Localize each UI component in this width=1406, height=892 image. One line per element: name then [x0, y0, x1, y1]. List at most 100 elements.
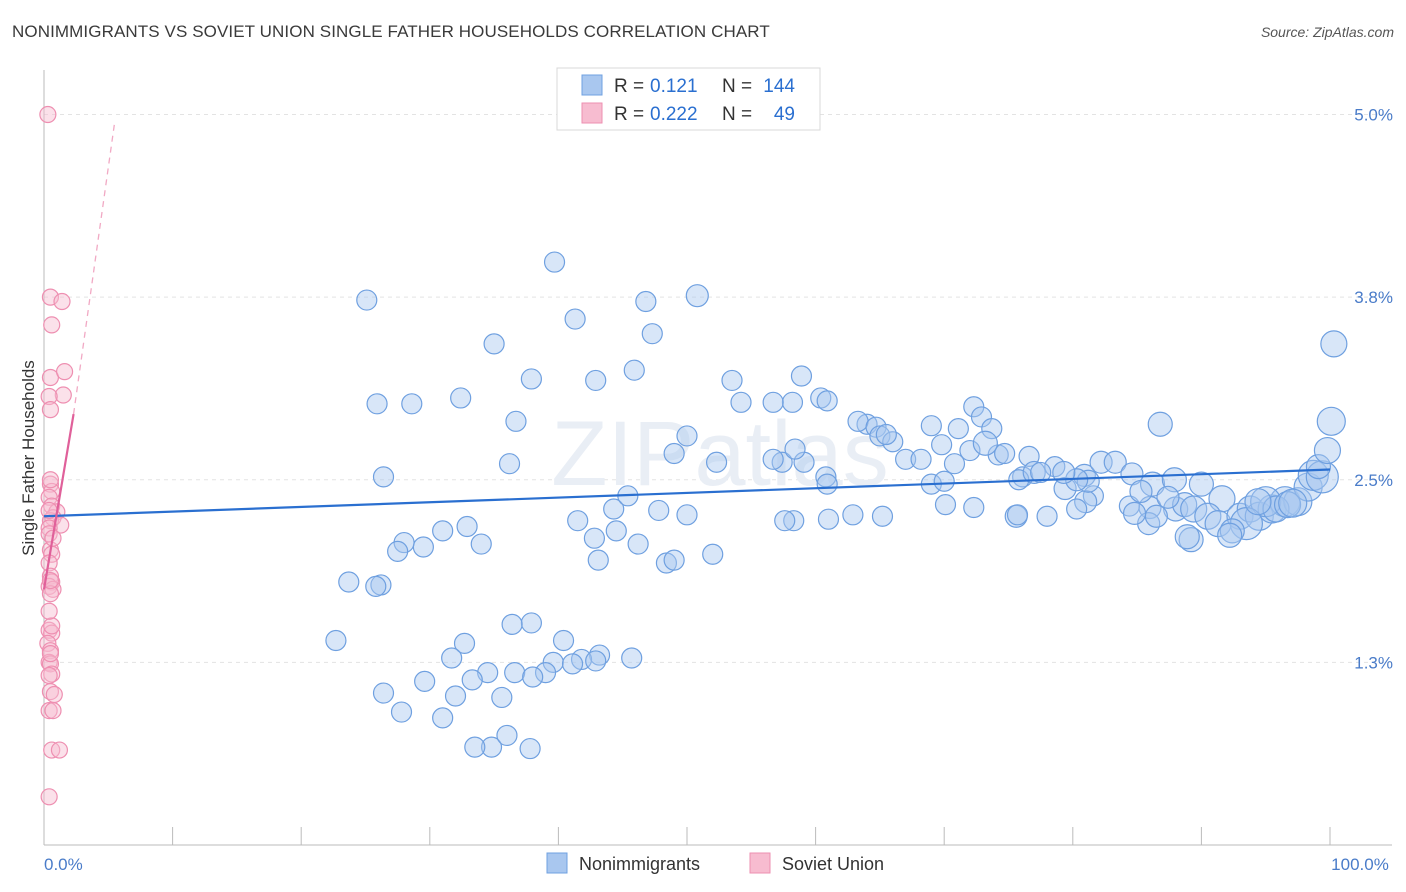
nonimmigrants-point — [504, 662, 526, 684]
nonimmigrants-point — [390, 701, 413, 723]
nonimmigrants-point — [1006, 504, 1029, 526]
nonimmigrants-point — [567, 510, 589, 532]
nonimmigrants-point — [721, 369, 743, 392]
nonimmigrants-point — [781, 391, 804, 413]
soviet-union-point — [43, 316, 61, 334]
nonimmigrants-point — [496, 724, 518, 747]
nonimmigrants-point — [871, 505, 894, 527]
nonimmigrants-point — [1122, 501, 1147, 525]
nonimmigrants-point — [730, 391, 752, 413]
nonimmigrants-point — [356, 289, 378, 311]
legend-label: Nonimmigrants — [579, 854, 700, 874]
soviet-union-point — [40, 666, 58, 685]
nonimmigrants-point — [491, 686, 513, 709]
legend-n-value: 49 — [774, 104, 795, 125]
nonimmigrants-point — [477, 662, 499, 684]
nonimmigrants-point — [414, 670, 436, 692]
nonimmigrants-point — [774, 510, 796, 532]
nonimmigrants-point — [635, 290, 657, 313]
soviet-union-point — [39, 105, 57, 124]
nonimmigrants-point — [783, 510, 805, 532]
nonimmigrants-point — [338, 571, 360, 593]
soviet-union-point — [41, 401, 60, 419]
nonimmigrants-point — [456, 515, 478, 538]
nonimmigrants-point — [1188, 471, 1215, 497]
nonimmigrants-point — [461, 669, 483, 691]
gridlines — [44, 114, 1392, 663]
nonimmigrants-point — [1262, 495, 1290, 523]
x-tick-labels: 0.0% 100.0% — [44, 855, 1389, 874]
nonimmigrants-point — [934, 493, 957, 516]
nonimmigrants-point — [676, 504, 698, 526]
nonimmigrants-point — [561, 653, 584, 675]
nonimmigrants-point — [603, 498, 625, 520]
source-label: Source: ZipAtlas.com — [1260, 24, 1394, 40]
nonimmigrants-point — [869, 425, 891, 447]
nonimmigrants-point — [522, 666, 544, 688]
nonimmigrants-point — [702, 543, 724, 565]
nonimmigrants-point — [705, 451, 728, 473]
correlation-legend: R = 0.121 N = 144 R = 0.222 N = 49 — [556, 67, 821, 131]
nonimmigrants-point — [588, 644, 611, 666]
nonimmigrants-point — [621, 647, 643, 669]
nonimmigrants-point — [1103, 450, 1127, 474]
nonimmigrants-point — [372, 682, 395, 704]
nonimmigrants-point — [1036, 505, 1058, 527]
soviet-union-point — [43, 617, 61, 635]
nonimmigrants-point — [816, 473, 838, 495]
nonimmigrants-point — [1089, 450, 1113, 474]
nonimmigrants-point — [663, 442, 685, 465]
nonimmigrants-point — [519, 737, 541, 760]
legend-r-value: 0.222 — [650, 104, 698, 125]
trend-lines — [42, 121, 1331, 590]
legend-swatch — [749, 852, 771, 874]
nonimmigrants-point — [931, 434, 953, 456]
soviet-union-trend-line — [42, 413, 75, 590]
nonimmigrants-point — [943, 453, 966, 475]
nonimmigrants-point — [1320, 330, 1348, 358]
nonimmigrants-point — [842, 504, 864, 526]
y-tick-label: 2.5% — [1354, 471, 1393, 490]
nonimmigrants-point — [372, 466, 395, 488]
nonimmigrants-point — [762, 448, 784, 470]
legend-r-label: R = — [614, 104, 644, 125]
nonimmigrants-point — [1174, 524, 1200, 550]
soviet-union-point — [41, 645, 60, 663]
soviet-union-point — [50, 741, 69, 759]
soviet-union-point — [40, 602, 58, 620]
y-tick-label: 1.3% — [1354, 653, 1393, 672]
nonimmigrants-point — [483, 333, 505, 355]
data-points — [39, 105, 1348, 806]
nonimmigrants-point — [972, 430, 998, 456]
nonimmigrants-point — [441, 647, 463, 669]
nonimmigrants-point — [480, 736, 503, 758]
nonimmigrants-point — [464, 736, 486, 758]
nonimmigrants-point — [453, 632, 476, 654]
legend-n-label: N = — [722, 104, 752, 125]
soviet-union-point — [44, 701, 62, 720]
nonimmigrants-point — [784, 438, 806, 460]
nonimmigrants-point — [1139, 471, 1166, 497]
nonimmigrants-point — [762, 391, 784, 413]
y-tick-label: 3.8% — [1354, 288, 1393, 307]
nonimmigrants-point — [641, 323, 663, 345]
nonimmigrants-point — [963, 496, 985, 519]
soviet-union-point — [53, 292, 71, 311]
nonimmigrants-point — [543, 251, 566, 273]
y-axis-title: Single Father Households — [19, 360, 38, 556]
nonimmigrants-point — [648, 499, 670, 522]
nonimmigrants-point — [920, 415, 942, 437]
legend-label: Soviet Union — [782, 854, 884, 874]
nonimmigrants-point — [981, 418, 1003, 440]
nonimmigrants-point — [1030, 461, 1052, 484]
nonimmigrants-point — [676, 425, 698, 447]
nonimmigrants-point — [432, 707, 454, 729]
soviet-union-point — [41, 585, 60, 603]
soviet-union-point — [55, 363, 74, 381]
nonimmigrants-point — [432, 520, 454, 542]
y-tick-label: 5.0% — [1354, 106, 1393, 125]
series-legend: Nonimmigrants Soviet Union — [546, 852, 884, 874]
soviet-union-point — [43, 624, 61, 642]
legend-swatch — [581, 74, 603, 96]
